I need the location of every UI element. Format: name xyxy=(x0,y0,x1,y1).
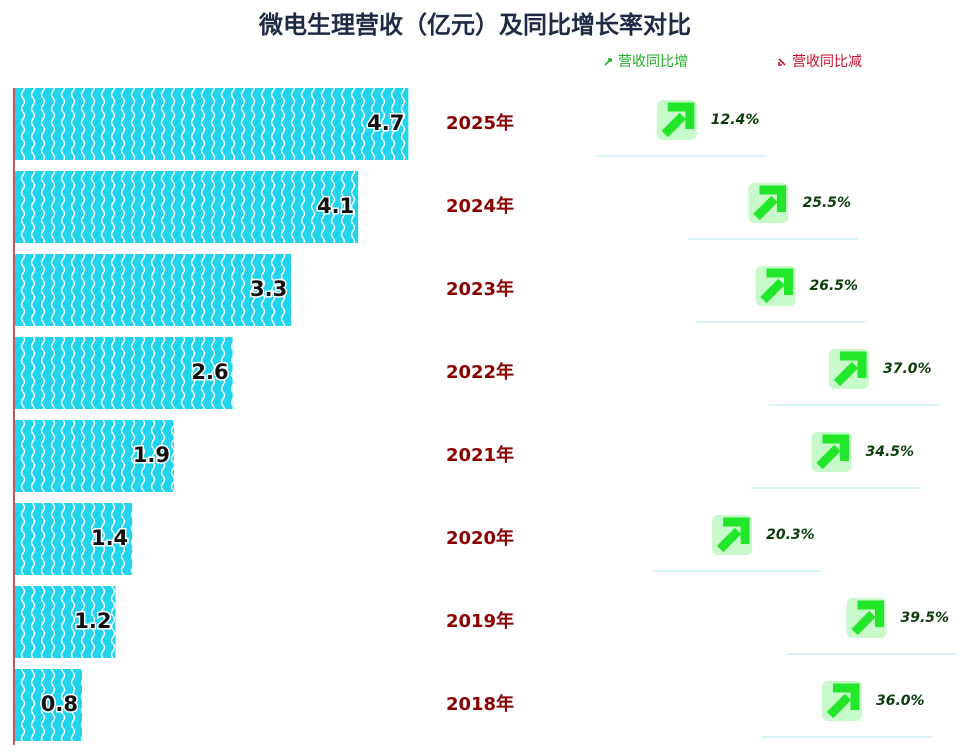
growth-label: 36.0% xyxy=(876,693,925,709)
bar xyxy=(15,254,292,326)
category-label: 2020年 xyxy=(446,527,514,549)
value-label: 1.9 xyxy=(133,443,170,467)
growth-arrow xyxy=(656,100,697,140)
legend-icon xyxy=(778,58,786,66)
legend-label: 营收同比增 xyxy=(618,54,688,70)
category-label: 2018年 xyxy=(446,693,514,715)
growth-label: 12.4% xyxy=(711,112,760,128)
bar xyxy=(15,503,133,575)
category-label: 2019年 xyxy=(446,610,514,632)
arrow xyxy=(833,351,867,387)
bar xyxy=(15,88,409,160)
arrow xyxy=(753,185,786,221)
legend-icon xyxy=(604,58,612,66)
growth-label: 25.5% xyxy=(803,195,852,211)
growth-arrow xyxy=(712,515,753,555)
arrow xyxy=(851,600,884,636)
arrow xyxy=(760,268,793,304)
arrow xyxy=(816,434,849,470)
value-label: 4.1 xyxy=(317,194,354,218)
value-label: 2.6 xyxy=(191,360,228,384)
value-label: 4.7 xyxy=(367,111,404,135)
growth-arrow xyxy=(829,349,869,389)
bar xyxy=(15,586,116,658)
growth-label: 26.5% xyxy=(810,278,859,294)
legend-item: 营收同比增 xyxy=(604,54,688,70)
growth-arrow xyxy=(811,432,852,472)
growth-arrow xyxy=(748,183,789,223)
value-label: 1.4 xyxy=(91,526,128,550)
bar xyxy=(15,337,233,409)
arrow xyxy=(716,517,750,553)
category-label: 2021年 xyxy=(446,444,514,466)
bar xyxy=(15,171,359,243)
bar xyxy=(15,669,82,741)
category-label: 2023年 xyxy=(446,278,514,300)
growth-label: 20.3% xyxy=(766,527,815,543)
growth-arrow xyxy=(846,598,887,638)
value-label: 0.8 xyxy=(41,692,78,716)
legend-label: 营收同比减 xyxy=(792,54,862,70)
growth-label: 39.5% xyxy=(901,610,950,626)
value-label: 1.2 xyxy=(74,609,111,633)
category-label: 2022年 xyxy=(446,361,514,383)
category-label: 2025年 xyxy=(446,112,514,134)
arrow xyxy=(826,683,860,719)
category-label: 2024年 xyxy=(446,195,514,217)
legend-item: 营收同比减 xyxy=(778,54,862,70)
chart-title: 微电生理营收（亿元）及同比增长率对比 xyxy=(258,11,691,39)
growth-arrow xyxy=(755,266,796,306)
growth-label: 37.0% xyxy=(883,361,932,377)
growth-label: 34.5% xyxy=(866,444,915,460)
growth-arrow xyxy=(822,681,862,721)
value-label: 3.3 xyxy=(250,277,287,301)
bar xyxy=(15,420,175,492)
arrow xyxy=(661,102,695,138)
